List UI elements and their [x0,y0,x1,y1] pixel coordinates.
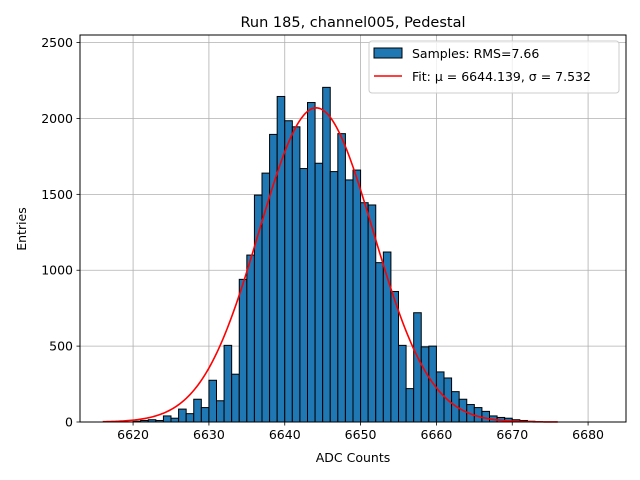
x-tick-label: 6630 [193,427,225,442]
histogram-bar [481,410,490,423]
histogram-bar [208,379,218,423]
histogram-bar [178,408,187,423]
plot-frame [79,34,627,423]
y-tick-label: 1000 [41,263,73,278]
histogram-bar [405,388,415,423]
y-tick-label: 1500 [41,187,73,202]
histogram-bar [344,179,354,423]
histogram-bar [185,413,195,423]
x-tick-label: 6680 [572,427,604,442]
legend-box [368,40,620,94]
legend: Samples: RMS=7.66 Fit: μ = 6644.139, σ =… [368,40,620,94]
histogram-bar [398,344,407,423]
histogram-bar [337,133,346,423]
legend-histogram-swatch [373,47,403,59]
histogram-bar [291,126,301,423]
histogram-bar [360,202,369,423]
y-axis-label: Entries [14,207,29,251]
y-tick-label: 2000 [41,111,73,126]
histogram-bar [276,95,286,423]
fit-curve-layer [102,107,558,423]
x-tick-label: 6670 [496,427,528,442]
x-axis-ticks: 6620 6630 6640 6650 6660 6670 6680 [117,422,604,442]
histogram-bar [435,371,445,423]
y-tick-label: 500 [49,339,73,354]
histogram-bar [200,407,210,423]
histogram-bar [193,398,202,423]
histogram-bar [413,312,422,423]
x-tick-label: 6640 [269,427,301,442]
histogram-bar [223,344,233,423]
histogram-bar [216,400,225,423]
histogram-bar [299,168,308,423]
histogram-bar [420,346,430,423]
y-tick-label: 0 [65,415,73,430]
histogram-bar [162,415,172,423]
histogram-bar [238,278,248,423]
y-tick-label: 2500 [41,35,73,50]
x-tick-label: 6650 [345,427,377,442]
histogram-bar [322,86,331,423]
x-axis-label: ADC Counts [316,450,391,465]
histogram-bar [284,120,293,423]
histogram-bar [314,162,324,423]
histogram-bar [253,194,263,423]
histogram-bar [352,169,362,423]
gaussian-fit-curve [102,107,558,423]
histogram-bar [170,417,180,423]
histogram-bar [307,102,316,423]
x-tick-label: 6620 [117,427,149,442]
histogram-bar [329,171,339,423]
histogram-bar [246,254,255,423]
y-axis-ticks: 0 500 1000 1500 2000 2500 [41,35,80,430]
histogram-bar [390,290,399,423]
legend-histogram-label: Samples: RMS=7.66 [412,46,539,61]
histogram-bar [231,373,240,423]
x-tick-label: 6660 [421,427,453,442]
chart-title: Run 185, channel005, Pedestal [240,15,465,31]
legend-fit-label: Fit: μ = 6644.139, σ = 7.532 [412,69,591,84]
histogram-bar [375,262,384,423]
